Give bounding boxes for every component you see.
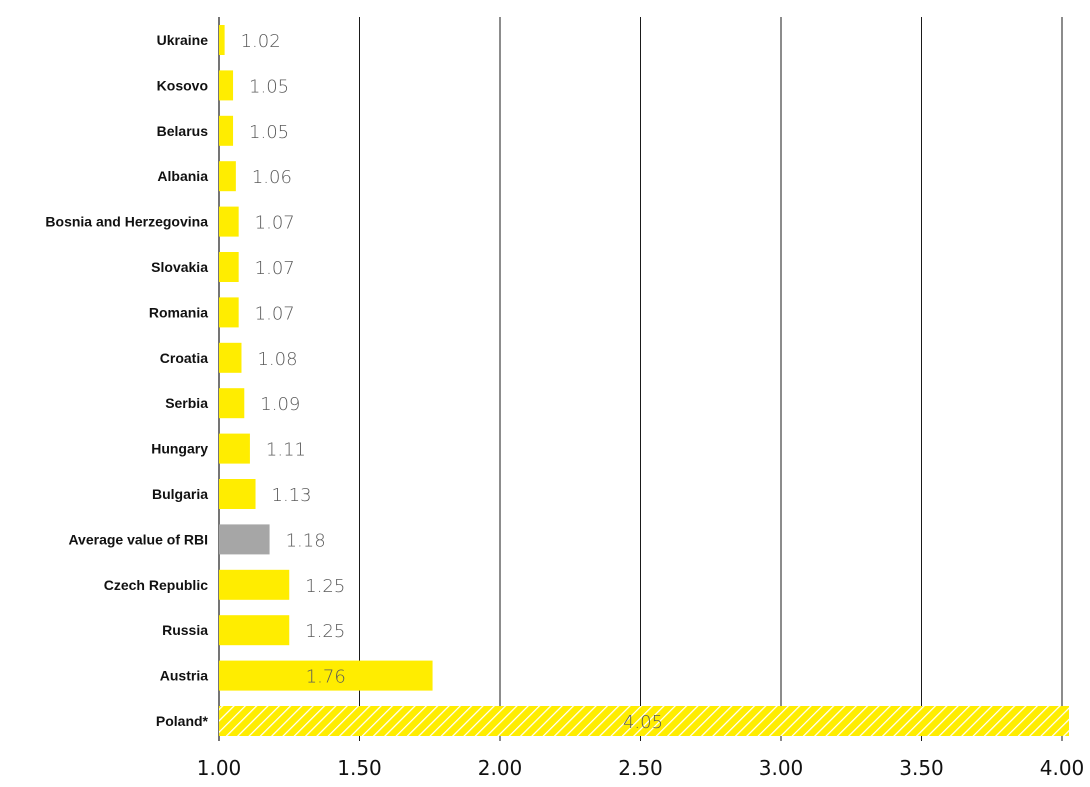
x-tick-label: 4.00 — [1040, 756, 1085, 780]
category-label: Average value of RBI — [68, 531, 208, 547]
bar — [219, 706, 1069, 736]
bar — [219, 25, 225, 55]
data-label: 1.07 — [255, 213, 295, 234]
bar-layer — [219, 25, 1069, 736]
bar — [219, 342, 242, 373]
bar — [219, 297, 239, 328]
category-label: Czech Republic — [104, 577, 208, 593]
bar — [219, 615, 290, 646]
category-label: Croatia — [160, 350, 208, 366]
bar — [219, 660, 433, 691]
grid-layer — [218, 17, 1063, 741]
data-label: 1.02 — [241, 31, 281, 52]
category-label: Serbia — [165, 395, 208, 411]
category-label: Austria — [160, 668, 208, 684]
x-tick-label: 2.50 — [618, 756, 663, 780]
bar — [219, 479, 256, 509]
data-label: 1.25 — [305, 576, 345, 597]
data-label: 1.13 — [272, 485, 312, 506]
data-label: 4.05 — [623, 712, 663, 733]
bar — [219, 569, 290, 600]
data-label: 1.11 — [266, 440, 306, 461]
category-label: Bosnia and Herzegovina — [45, 214, 208, 230]
x-axis-ticks: 1.00 1.50 2.00 2.50 3.00 3.50 4.00 — [197, 756, 1085, 780]
data-label: 1.05 — [249, 76, 289, 97]
category-label: Ukraine — [157, 32, 209, 48]
data-label: 1.05 — [249, 122, 289, 143]
category-label: Albania — [157, 168, 208, 184]
data-label: 1.07 — [255, 303, 295, 324]
data-label: 1.07 — [255, 258, 295, 279]
data-label: 1.25 — [305, 621, 345, 642]
category-label: Hungary — [151, 441, 208, 457]
category-label: Poland* — [156, 713, 209, 729]
bar — [219, 433, 250, 464]
x-tick-label: 3.50 — [899, 756, 944, 780]
category-label: Romania — [149, 304, 208, 320]
data-label: 1.09 — [260, 394, 300, 415]
category-label: Slovakia — [151, 259, 208, 275]
bar — [219, 252, 239, 282]
data-label: 1.18 — [286, 530, 326, 551]
data-label: 1.08 — [257, 349, 297, 370]
label-layer: Ukraine 1.02 Kosovo 1.05 Belarus 1.05 Albania 1… — [45, 31, 663, 733]
bar — [219, 115, 234, 146]
x-tick-label: 2.00 — [478, 756, 523, 780]
bar — [219, 388, 245, 419]
category-label: Belarus — [157, 123, 209, 139]
category-label: Bulgaria — [152, 486, 208, 502]
bar — [219, 161, 236, 192]
data-label: 1.76 — [306, 667, 346, 688]
x-tick-label: 1.00 — [197, 756, 242, 780]
data-label: 1.06 — [252, 167, 292, 188]
bar — [219, 70, 234, 101]
x-tick-label: 1.50 — [337, 756, 382, 780]
bar — [219, 524, 270, 555]
category-label: Kosovo — [157, 77, 208, 93]
category-label: Russia — [162, 622, 208, 638]
x-tick-label: 3.00 — [759, 756, 804, 780]
bar — [219, 206, 239, 237]
